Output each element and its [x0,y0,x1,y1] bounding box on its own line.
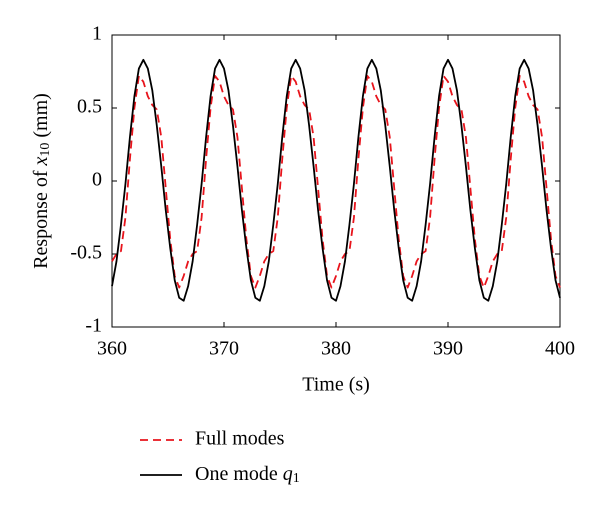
x-tick-label: 370 [209,338,239,360]
x-tick-label: 390 [433,338,463,360]
x-tick-label: 400 [545,338,575,360]
y-tick-label: -1 [85,315,102,337]
y-tick-label: 1 [92,23,102,45]
series-line [111,58,561,302]
x-axis-label: Time (s) [302,374,370,396]
x-tick-label: 360 [97,338,127,360]
y-axis-label: Response of x10 (mm) [30,93,54,269]
y-tick-label: 0 [92,169,102,191]
x-tick-label: 380 [321,338,351,360]
y-tick-label: -0.5 [70,242,102,264]
legend-label: One mode q1 [195,463,300,487]
series-line [111,74,561,289]
y-tick-label: 0.5 [77,96,102,118]
legend-label: Full modes [195,428,285,450]
